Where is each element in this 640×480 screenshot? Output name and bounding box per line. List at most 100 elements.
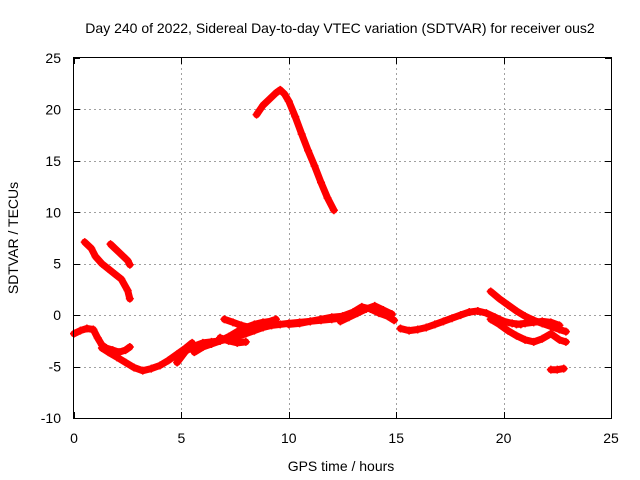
data-point — [233, 338, 242, 347]
data-point — [465, 308, 474, 317]
data-point — [104, 264, 113, 273]
data-point — [252, 110, 261, 119]
data-point — [198, 343, 207, 352]
data-point — [512, 331, 521, 340]
data-point — [317, 178, 326, 187]
data-point — [220, 315, 229, 324]
data-point — [521, 335, 530, 344]
data-point — [353, 309, 362, 318]
x-tick-label: 25 — [603, 430, 619, 446]
series-line — [98, 339, 196, 375]
data-point — [295, 319, 304, 328]
data-point — [93, 333, 102, 342]
data-point — [561, 337, 570, 346]
data-point — [123, 286, 132, 295]
data-point — [495, 294, 504, 303]
data-point — [561, 327, 570, 336]
series-line — [487, 315, 570, 346]
data-point — [115, 248, 124, 257]
data-point — [276, 320, 285, 329]
data-point — [89, 325, 98, 334]
data-point — [190, 348, 199, 357]
data-point — [306, 317, 315, 326]
data-point — [439, 317, 448, 326]
data-point — [327, 313, 336, 322]
series-arc-e — [216, 333, 250, 347]
data-point — [110, 270, 119, 278]
data-point — [546, 322, 555, 331]
y-tick-label: 5 — [53, 256, 61, 272]
data-point — [521, 312, 530, 321]
data-point — [310, 162, 319, 170]
data-point — [271, 315, 280, 324]
series-arc-p — [252, 85, 338, 215]
data-point — [512, 320, 521, 329]
series-line — [253, 86, 338, 214]
data-point — [336, 317, 345, 326]
data-point — [117, 275, 126, 284]
data-point — [538, 319, 547, 328]
x-tick-label: 5 — [178, 430, 186, 446]
data-point — [265, 95, 274, 104]
axis-ticks: 0 5 10 15 20 25 -10 -5 0 5 10 15 20 25 — [41, 50, 619, 446]
series-line — [107, 240, 134, 269]
data-point — [396, 324, 405, 333]
x-tick-label: 20 — [496, 430, 512, 446]
data-point — [370, 301, 379, 310]
y-axis-label: SDTVAR / TECUs — [5, 182, 21, 294]
data-point — [323, 193, 332, 202]
data-point — [259, 101, 268, 110]
series-arc-l — [486, 287, 570, 336]
data-point — [546, 329, 555, 338]
data-point — [529, 337, 538, 346]
data-point — [263, 318, 272, 327]
plot-frame — [73, 57, 612, 419]
data-series — [70, 85, 570, 375]
data-point — [291, 112, 300, 121]
data-point — [486, 315, 495, 324]
data-point — [387, 310, 396, 319]
data-point — [284, 320, 293, 329]
data-point — [112, 353, 121, 362]
data-point — [254, 321, 263, 330]
series-arc-o — [106, 240, 134, 269]
y-tick-label: 25 — [45, 50, 61, 66]
data-point — [448, 314, 457, 323]
series-arc-m — [546, 364, 568, 374]
data-point — [473, 307, 482, 316]
x-tick-label: 15 — [388, 430, 404, 446]
data-point — [390, 316, 399, 325]
data-point — [207, 339, 216, 348]
data-point — [125, 343, 134, 352]
data-point — [521, 319, 530, 328]
data-point — [559, 364, 568, 373]
data-point — [284, 97, 293, 106]
series-arc-f — [220, 315, 280, 332]
data-point — [495, 320, 504, 329]
data-point — [224, 336, 233, 345]
data-point — [82, 324, 91, 333]
data-point — [80, 238, 89, 247]
data-point — [271, 88, 280, 97]
y-tick-label: -10 — [41, 410, 61, 426]
data-point — [276, 85, 285, 94]
data-point — [430, 320, 439, 329]
data-point — [155, 361, 164, 370]
data-point — [512, 307, 521, 316]
data-point — [110, 244, 119, 253]
data-point — [138, 366, 147, 375]
data-point — [147, 364, 156, 373]
data-point — [503, 326, 512, 335]
data-point — [280, 90, 289, 98]
data-point — [97, 259, 106, 268]
data-point — [130, 363, 139, 372]
data-point — [555, 325, 564, 334]
y-tick-label: 10 — [45, 204, 61, 220]
series-arc-i — [396, 307, 525, 335]
data-point — [422, 323, 431, 332]
data-point — [503, 300, 512, 309]
data-point — [329, 206, 338, 215]
data-point — [164, 356, 173, 365]
data-point — [456, 311, 465, 320]
